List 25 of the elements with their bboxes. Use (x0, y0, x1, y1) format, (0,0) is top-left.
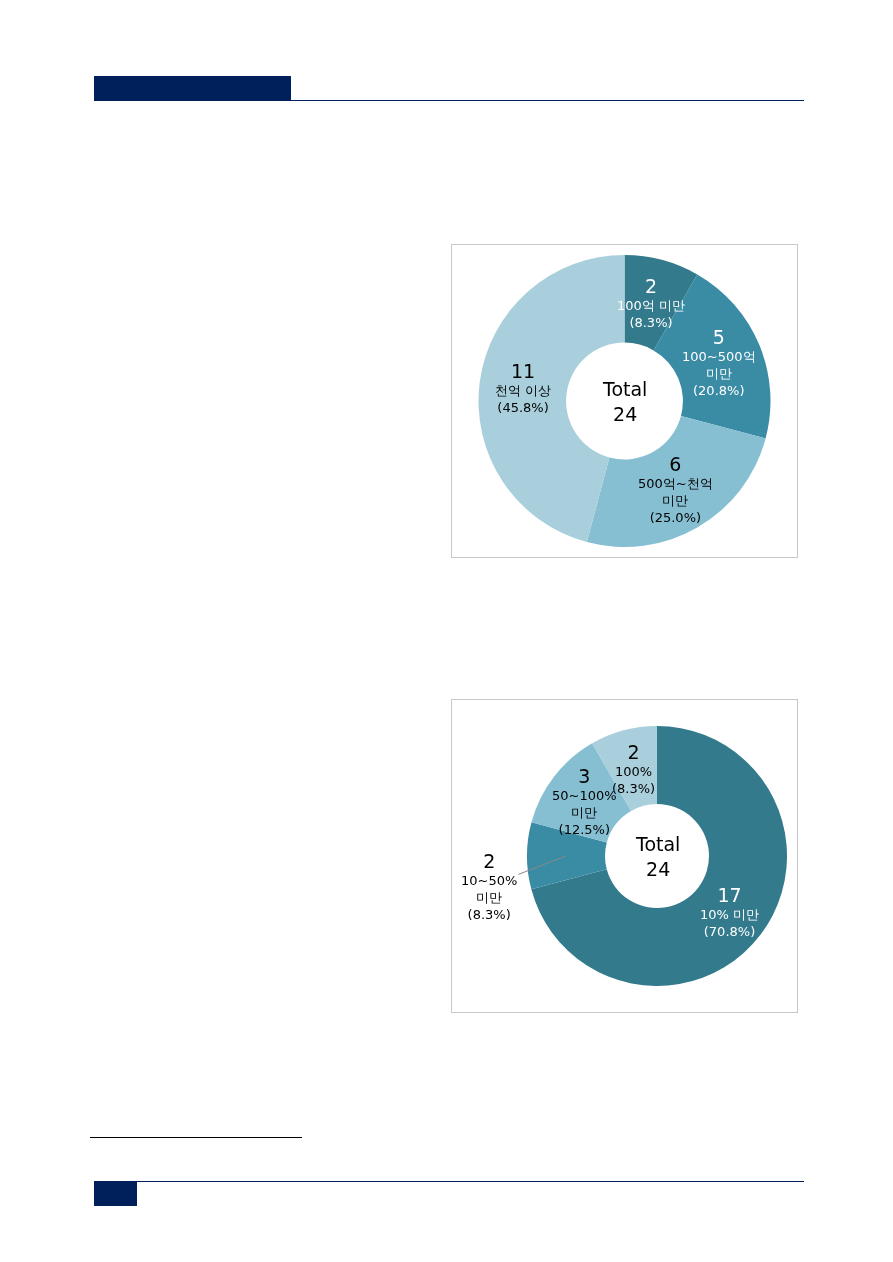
text: 2 (483, 850, 496, 872)
text: 2 (627, 741, 640, 763)
data-label: (8.3%) (629, 314, 673, 330)
text: 17 (717, 884, 742, 906)
text: 6 (669, 453, 682, 475)
slice-label: 100% (615, 763, 653, 779)
slice-label: 10% 미만 (700, 906, 760, 922)
data-label: (70.8%) (703, 923, 756, 939)
data-label: (45.8%) (497, 399, 549, 415)
data-label: (20.8%) (693, 382, 745, 398)
slice-label: 100~500억 미만 (682, 348, 756, 381)
slice-label: 천억 이상 (495, 382, 552, 398)
data-label: (12.5%) (558, 821, 611, 837)
slice-label: 10~50% 미만 (461, 872, 518, 905)
text: 3 (578, 765, 591, 787)
text: 5 (712, 326, 725, 348)
text: 11 (510, 360, 536, 382)
donut-slice (527, 822, 607, 890)
data-label: (8.3%) (467, 906, 511, 922)
text: Total 24 (635, 833, 681, 880)
data-label: (25.0%) (649, 509, 702, 525)
slice-label: 500억~천억 미만 (638, 475, 713, 508)
text: 2 (644, 275, 658, 297)
text: Total 24 (602, 378, 648, 425)
donut-slice (531, 726, 787, 986)
